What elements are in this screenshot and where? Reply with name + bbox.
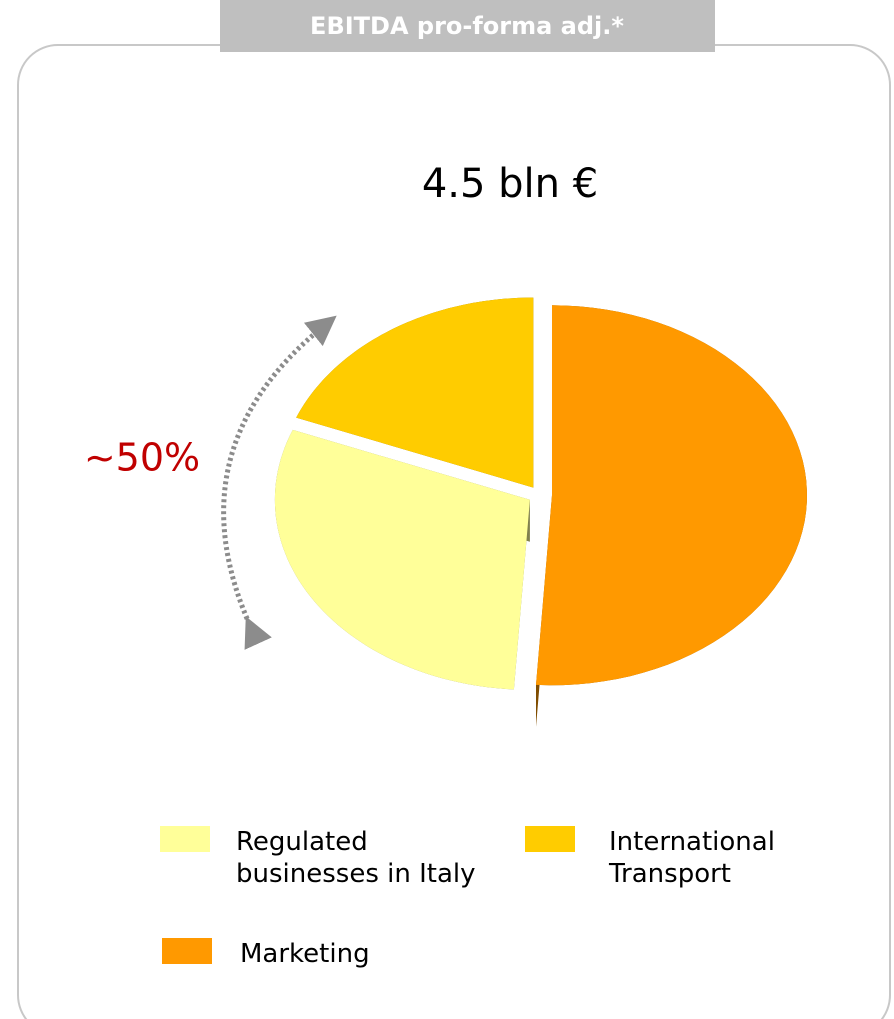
slice xyxy=(536,305,807,686)
legend-item: Marketing xyxy=(162,938,462,970)
slice xyxy=(274,429,530,690)
arrow xyxy=(221,315,337,650)
legend-label: Marketing xyxy=(240,939,370,969)
pie xyxy=(274,297,807,732)
legend-item: International Transport xyxy=(525,826,855,890)
legend-label: International Transport xyxy=(609,827,775,889)
legend-label: Regulated businesses in Italy xyxy=(236,827,476,889)
chart-title: EBITDA pro-forma adj.* xyxy=(310,12,624,40)
title-box xyxy=(220,0,715,52)
slice xyxy=(296,297,534,488)
legend-item: Regulated businesses in Italy xyxy=(160,826,520,890)
annotation: ~50% xyxy=(84,436,200,480)
legend-swatch xyxy=(525,826,575,852)
legend-swatch xyxy=(162,938,212,964)
chart-subtitle: 4.5 bln € xyxy=(422,161,598,207)
legend-swatch xyxy=(160,826,210,852)
